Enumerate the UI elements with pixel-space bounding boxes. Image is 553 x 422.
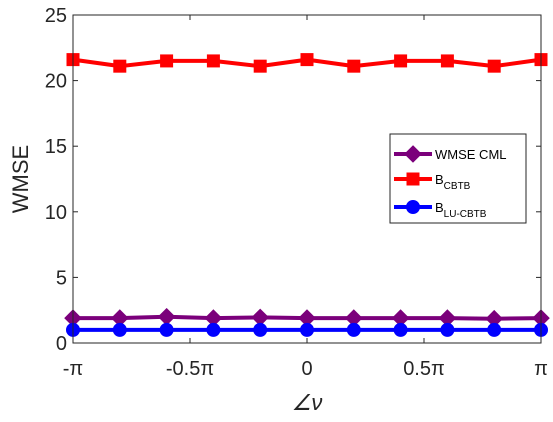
y-tick-label: 0 (56, 333, 67, 355)
data-point (347, 59, 361, 73)
x-axis-label: ∠ν (292, 390, 323, 415)
series-b-lu-cbtb (66, 322, 548, 337)
legend-marker (404, 145, 422, 163)
data-point (160, 54, 174, 68)
data-point (440, 322, 455, 337)
x-tick-label: 0 (301, 358, 312, 380)
data-point (206, 322, 221, 337)
y-axis-label: WMSE (8, 145, 33, 213)
data-point (206, 54, 220, 68)
legend-label-subscript: LU-CBTB (444, 209, 487, 220)
series-layer (64, 53, 550, 337)
legend-marker (406, 172, 420, 186)
data-point (440, 54, 454, 68)
data-point (253, 322, 268, 337)
series-b-cbtb (66, 53, 548, 73)
data-point (394, 54, 408, 68)
data-point (487, 322, 502, 337)
data-point (112, 322, 127, 337)
data-point (253, 59, 267, 73)
tick-labels: -π -0.5π 0 0.5π π 0 5 10 15 20 25 (45, 5, 548, 380)
y-tick-label: 20 (45, 71, 67, 93)
y-tick-label: 5 (56, 267, 67, 289)
x-tick-label: 0.5π (403, 358, 445, 380)
y-tick-label: 15 (45, 136, 67, 158)
y-tick-label: 25 (45, 5, 67, 27)
data-point (113, 59, 127, 73)
legend-entry: WMSE CML (394, 145, 507, 163)
data-point (159, 322, 174, 337)
data-point (346, 322, 361, 337)
data-point (300, 53, 314, 67)
legend-label-subscript: CBTB (444, 181, 471, 192)
y-tick-label: 10 (45, 202, 67, 224)
x-tick-label: -0.5π (166, 358, 214, 380)
data-point (487, 59, 501, 73)
legend-label: WMSE CML (435, 147, 507, 162)
data-point (300, 322, 314, 337)
axes (72, 14, 542, 344)
data-point (393, 322, 408, 337)
legend-marker (406, 200, 420, 214)
x-tick-label: -π (63, 358, 83, 380)
x-tick-label: π (534, 358, 548, 380)
